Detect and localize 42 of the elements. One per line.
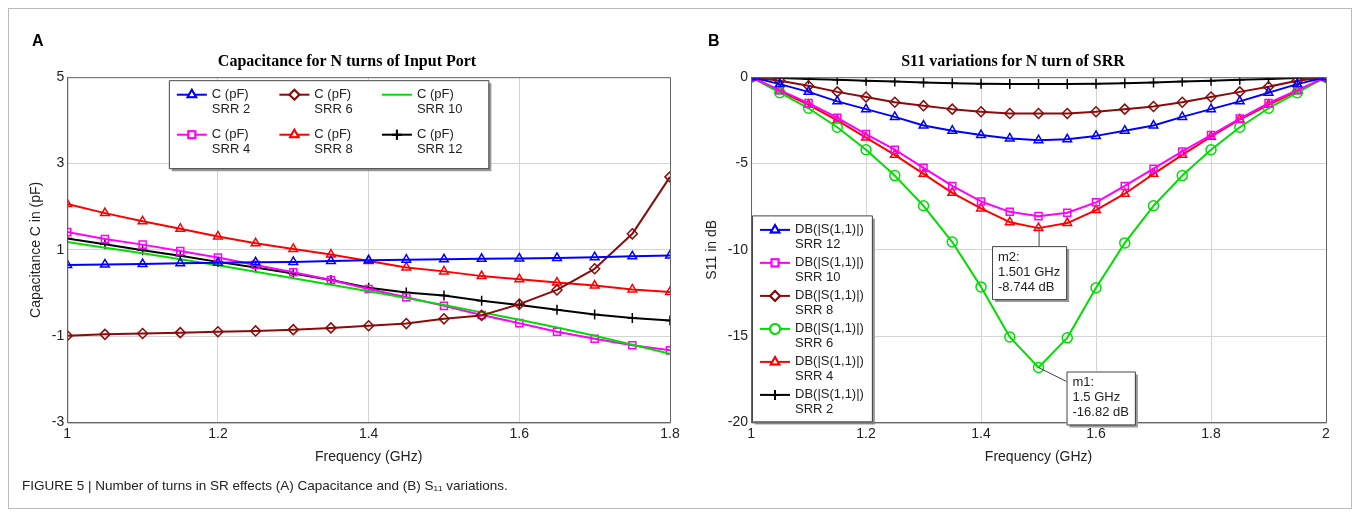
legend-label: C (pF) SRR 8 [314, 126, 353, 157]
legend-label: C (pF) SRR 4 [211, 126, 251, 157]
x-axis-title: Frequency (GHz) [984, 448, 1093, 465]
x-tick-label: 1.6 [1086, 424, 1106, 441]
y-tick-label: 5 [56, 68, 65, 85]
chart-title: Capacitance for N turns of Input Port [217, 51, 477, 70]
annotation: m2: 1.501 GHz -8.744 dB [998, 248, 1061, 294]
x-tick-label: 1.8 [1201, 424, 1221, 441]
y-tick-label: -15 [727, 326, 749, 343]
x-tick-label: 1.4 [358, 424, 379, 441]
y-tick-label: -20 [727, 413, 749, 430]
y-tick-label: 3 [56, 154, 65, 171]
annotation: m1: 1.5 GHz -16.82 dB [1072, 374, 1129, 420]
caption: FIGURE 5 | Number of turns in SR effects (A) Capacitance and (B) S₁₁ variations. [22, 478, 508, 493]
y-axis-title: Capacitance C in (pF) [27, 181, 44, 318]
legend-label: C (pF) SRR 12 [416, 126, 463, 157]
x-tick-label: 1.6 [509, 424, 530, 441]
x-tick-label: 1.2 [856, 424, 876, 441]
y-tick-label: 1 [56, 240, 65, 257]
legend-label: C (pF) SRR 6 [314, 86, 353, 117]
legend-label: DB(|S(1,1)|) SRR 2 [795, 386, 864, 417]
y-tick-label: -3 [51, 413, 65, 430]
y-axis-title: S11 in dB [703, 219, 720, 280]
legend-label: DB(|S(1,1)|) SRR 12 [795, 221, 864, 252]
x-tick-label: 1.8 [660, 424, 680, 441]
legend-label: C (pF) SRR 2 [211, 86, 251, 117]
legend-label: DB(|S(1,1)|) SRR 6 [795, 320, 864, 351]
y-tick-label: 0 [740, 68, 749, 85]
legend-label: DB(|S(1,1)|) SRR 4 [795, 353, 864, 384]
x-tick-label: 2 [1322, 424, 1331, 441]
legend-label: DB(|S(1,1)|) SRR 8 [795, 287, 864, 318]
legend-label: C (pF) SRR 10 [416, 86, 463, 117]
text: B [708, 32, 720, 50]
legend-label: DB(|S(1,1)|) SRR 10 [795, 254, 864, 285]
y-tick-label: -5 [735, 154, 749, 171]
x-tick-label: 1.4 [971, 424, 991, 441]
y-tick-label: -10 [727, 240, 749, 257]
y-tick-label: -1 [51, 326, 65, 343]
text: A [32, 32, 44, 50]
x-tick-label: 1.2 [208, 424, 228, 441]
chart-title: S11 variations for N turn of SRR [901, 51, 1126, 69]
x-axis-title: Frequency (GHz) [314, 448, 423, 465]
